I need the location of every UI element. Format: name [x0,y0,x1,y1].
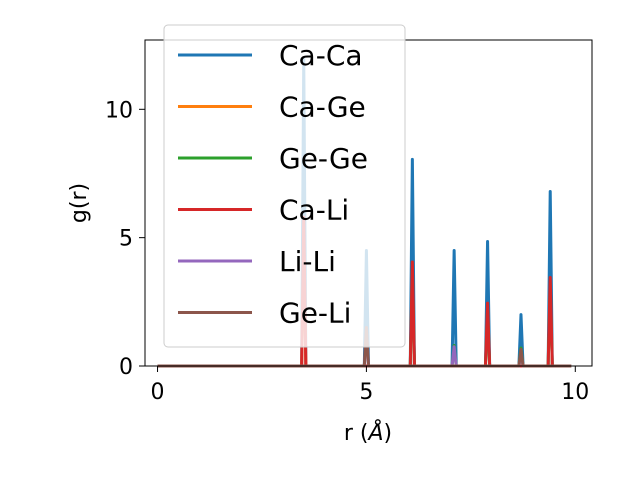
y-axis-ticks: 0 5 10 [105,98,145,380]
legend-label-ge-li: Ge-Li [279,297,351,330]
legend-label-ca-ca: Ca-Ca [279,39,363,72]
x-axis-ticks: 0 5 10 [151,366,589,405]
legend-label-ge-ge: Ge-Ge [279,142,368,175]
y-tick-label: 0 [119,355,133,380]
y-axis-label: g(r) [67,183,92,223]
legend-label-ca-li: Ca-Li [279,194,349,227]
y-tick-label: 5 [119,227,133,252]
legend-label-li-li: Li-Li [279,245,336,278]
x-tick-label: 0 [151,380,165,405]
x-tick-label: 5 [359,380,373,405]
x-tick-label: 10 [561,380,589,405]
legend: Ca-Ca Ca-Ge Ge-Ge Ca-Li Li-Li Ge-Li [163,24,406,348]
x-axis-label: r (Å) [344,419,392,446]
legend-label-ca-ge: Ca-Ge [279,91,366,124]
y-tick-label: 10 [105,98,133,123]
